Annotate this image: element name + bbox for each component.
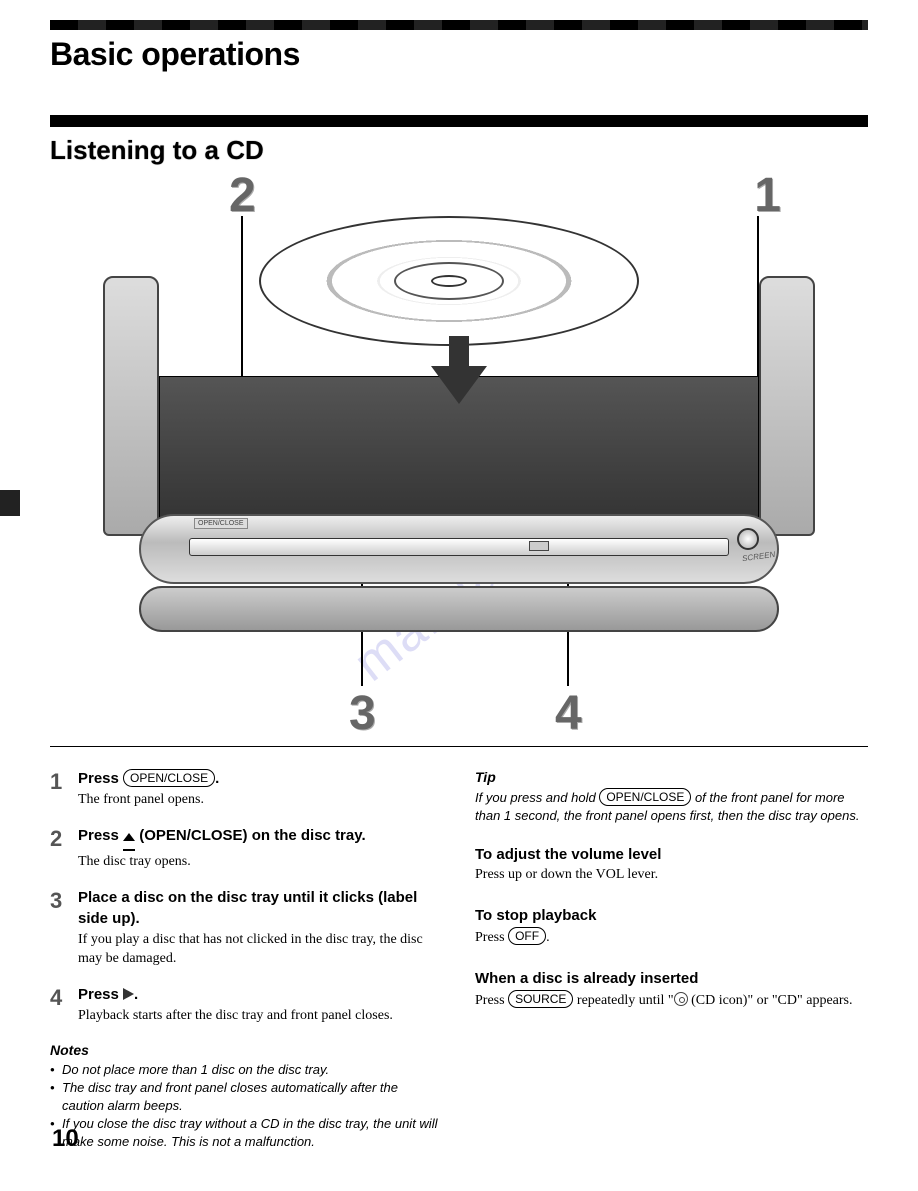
play-icon — [123, 988, 134, 1000]
stop-post: . — [546, 930, 550, 945]
step-num-1: 1 — [50, 769, 68, 810]
sub-stripe — [50, 115, 868, 127]
volume-text: Press up or down the VOL lever. — [475, 866, 868, 885]
callout-2: 2 — [229, 168, 256, 223]
tip-pre: If you press and hold — [475, 790, 599, 805]
step-num-2: 2 — [50, 826, 68, 872]
step-1-pre: Press — [78, 770, 123, 787]
already-post: (CD icon)" or "CD" appears. — [688, 993, 853, 1008]
note-item: The disc tray and front panel closes aut… — [50, 1079, 443, 1114]
tray-play-button — [529, 541, 549, 551]
tip-text: If you press and hold OPEN/CLOSE of the … — [475, 788, 868, 824]
step-2-mid: (OPEN/CLOSE) on the disc tray. — [135, 827, 366, 844]
screen-knob — [737, 528, 759, 550]
volume-heading: To adjust the volume level — [475, 846, 868, 863]
page-number: 10 — [52, 1125, 79, 1153]
already-mid: repeatedly until " — [573, 993, 673, 1008]
step-1-post: . — [215, 770, 219, 787]
eject-icon — [123, 828, 135, 851]
step-1-head: Press OPEN/CLOSE. — [78, 769, 443, 789]
source-button-label: SOURCE — [508, 990, 573, 1008]
step-4-head: Press . — [78, 985, 443, 1005]
notes-block: Notes Do not place more than 1 disc on t… — [50, 1042, 443, 1151]
arrow-down-icon — [429, 336, 489, 406]
stop-heading: To stop playback — [475, 907, 868, 924]
callout-3: 3 — [349, 686, 376, 741]
notes-heading: Notes — [50, 1042, 443, 1058]
step-1: 1 Press OPEN/CLOSE. The front panel open… — [50, 769, 443, 810]
open-close-button-label: OPEN/CLOSE — [123, 769, 215, 787]
side-tab — [0, 490, 20, 516]
top-stripe — [50, 20, 868, 30]
step-3-head: Place a disc on the disc tray until it c… — [78, 888, 443, 929]
step-4-pre: Press — [78, 986, 123, 1003]
step-2-head: Press (OPEN/CLOSE) on the disc tray. — [78, 826, 443, 851]
note-item: If you close the disc tray without a CD … — [50, 1115, 443, 1150]
already-heading: When a disc is already inserted — [475, 970, 868, 987]
step-4-text: Playback starts after the disc tray and … — [78, 1007, 443, 1026]
unit-side-right — [759, 276, 815, 536]
step-2-pre: Press — [78, 827, 123, 844]
instruction-columns: 1 Press OPEN/CLOSE. The front panel open… — [50, 769, 868, 1151]
diagram-rule — [50, 746, 868, 747]
step-1-text: The front panel opens. — [78, 791, 443, 810]
cd-player-diagram: 2 1 3 4 OPEN/CLOSE SCREEN — [99, 176, 819, 736]
step-4: 4 Press . Playback starts after the disc… — [50, 985, 443, 1026]
front-panel — [139, 586, 779, 632]
step-3: 3 Place a disc on the disc tray until it… — [50, 888, 443, 968]
note-item: Do not place more than 1 disc on the dis… — [50, 1061, 443, 1079]
off-button-label: OFF — [508, 927, 546, 945]
chapter-title: Basic operations — [50, 36, 868, 73]
step-2: 2 Press (OPEN/CLOSE) on the disc tray. T… — [50, 826, 443, 872]
step-num-4: 4 — [50, 985, 68, 1026]
cd-disc — [259, 216, 639, 346]
callout-1: 1 — [754, 168, 781, 223]
step-2-text: The disc tray opens. — [78, 853, 443, 872]
tip-block: Tip If you press and hold OPEN/CLOSE of … — [475, 769, 868, 824]
tray-open-close-label: OPEN/CLOSE — [194, 518, 248, 529]
stop-pre: Press — [475, 930, 508, 945]
notes-list: Do not place more than 1 disc on the dis… — [50, 1061, 443, 1151]
step-num-3: 3 — [50, 888, 68, 968]
step-3-text: If you play a disc that has not clicked … — [78, 931, 443, 969]
tip-heading: Tip — [475, 769, 868, 785]
section-title: Listening to a CD — [50, 135, 868, 166]
cd-icon — [674, 992, 688, 1006]
already-pre: Press — [475, 993, 508, 1008]
tip-open-close-btn: OPEN/CLOSE — [599, 788, 691, 806]
right-column: Tip If you press and hold OPEN/CLOSE of … — [475, 769, 868, 1151]
stop-text: Press OFF. — [475, 927, 868, 948]
already-text: Press SOURCE repeatedly until " (CD icon… — [475, 990, 868, 1011]
callout-4: 4 — [555, 686, 582, 741]
unit-side-left — [103, 276, 159, 536]
tray-slot — [189, 538, 729, 556]
step-4-post: . — [134, 986, 138, 1003]
left-column: 1 Press OPEN/CLOSE. The front panel open… — [50, 769, 443, 1151]
